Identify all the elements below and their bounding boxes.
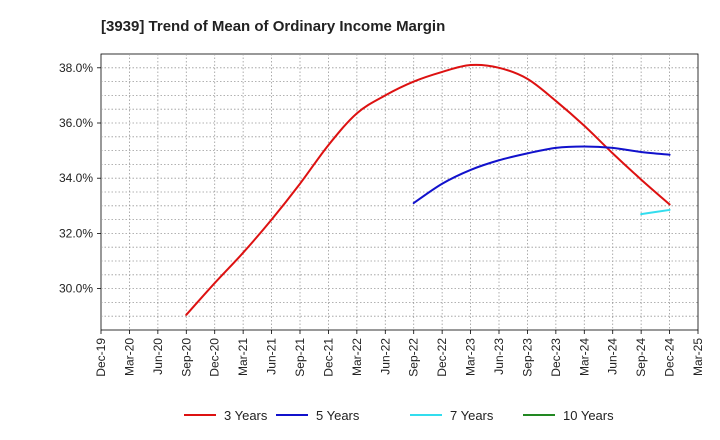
legend-item-7-years: 7 Years (410, 408, 494, 423)
x-tick-label: Dec-21 (321, 338, 335, 377)
legend-label: 5 Years (316, 408, 360, 423)
x-tick-label: Sep-23 (520, 338, 534, 377)
x-tick-label: Sep-21 (293, 338, 307, 377)
x-tick-label: Jun-24 (606, 338, 620, 375)
y-tick-label: 30.0% (59, 282, 93, 296)
x-tick-label: Sep-20 (179, 338, 193, 377)
series-line-7-years (640, 208, 671, 216)
x-tick-label: Dec-23 (549, 338, 563, 377)
x-tick-label: Mar-20 (122, 338, 136, 376)
x-tick-label: Jun-22 (378, 338, 392, 375)
y-tick-label: 38.0% (59, 61, 93, 75)
x-tick-label: Dec-22 (435, 338, 449, 377)
x-axis: Dec-19 Mar-20 Jun-20 Sep-20 Dec-20 Mar-21 Jun-… (94, 330, 705, 377)
x-tick-label: Mar-25 (691, 338, 705, 376)
legend: 3 Years 5 Years 7 Years 10 Years (184, 408, 614, 423)
x-tick-label: Dec-20 (208, 338, 222, 377)
x-tick-label: Jun-21 (265, 338, 279, 375)
y-tick-label: 34.0% (59, 171, 93, 185)
legend-item-10-years: 10 Years (523, 408, 614, 423)
legend-label: 3 Years (224, 408, 268, 423)
x-tick-label: Mar-21 (236, 338, 250, 376)
x-tick-label: Mar-22 (350, 338, 364, 376)
x-tick-label: Jun-23 (492, 338, 506, 375)
x-tick-label: Dec-24 (663, 338, 677, 377)
x-tick-label: Mar-24 (577, 338, 591, 376)
y-axis: 30.0% 32.0% 34.0% 36.0% 38.0% (59, 61, 101, 296)
legend-label: 10 Years (563, 408, 614, 423)
x-tick-label: Sep-22 (407, 338, 421, 377)
series-line-3-years (185, 63, 671, 316)
y-tick-label: 36.0% (59, 116, 93, 130)
x-tick-label: Jun-20 (151, 338, 165, 375)
x-tick-label: Dec-19 (94, 338, 108, 377)
legend-item-5-years: 5 Years (276, 408, 360, 423)
series-lines (185, 63, 671, 316)
chart-title: [3939] Trend of Mean of Ordinary Income … (101, 18, 445, 35)
x-tick-label: Mar-23 (464, 338, 478, 376)
y-tick-label: 32.0% (59, 226, 93, 240)
x-tick-label: Sep-24 (634, 338, 648, 377)
legend-label: 7 Years (450, 408, 494, 423)
legend-item-3-years: 3 Years (184, 408, 268, 423)
series-line-5-years (412, 145, 671, 205)
grid-lines (101, 54, 698, 330)
